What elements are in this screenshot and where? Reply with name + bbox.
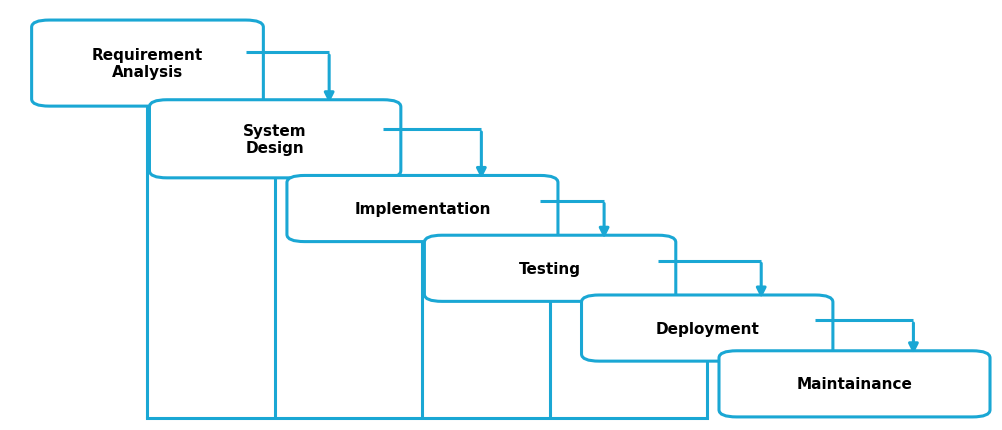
FancyBboxPatch shape: [425, 236, 675, 302]
FancyBboxPatch shape: [719, 351, 990, 417]
Text: System
Design: System Design: [243, 123, 307, 156]
Text: Testing: Testing: [519, 261, 581, 276]
Text: Maintainance: Maintainance: [797, 377, 913, 391]
Text: Implementation: Implementation: [354, 202, 491, 217]
FancyBboxPatch shape: [32, 21, 264, 107]
FancyBboxPatch shape: [287, 176, 558, 242]
FancyBboxPatch shape: [581, 295, 833, 361]
FancyBboxPatch shape: [149, 101, 401, 178]
Text: Requirement
Analysis: Requirement Analysis: [92, 48, 203, 80]
Text: Deployment: Deployment: [655, 321, 760, 336]
